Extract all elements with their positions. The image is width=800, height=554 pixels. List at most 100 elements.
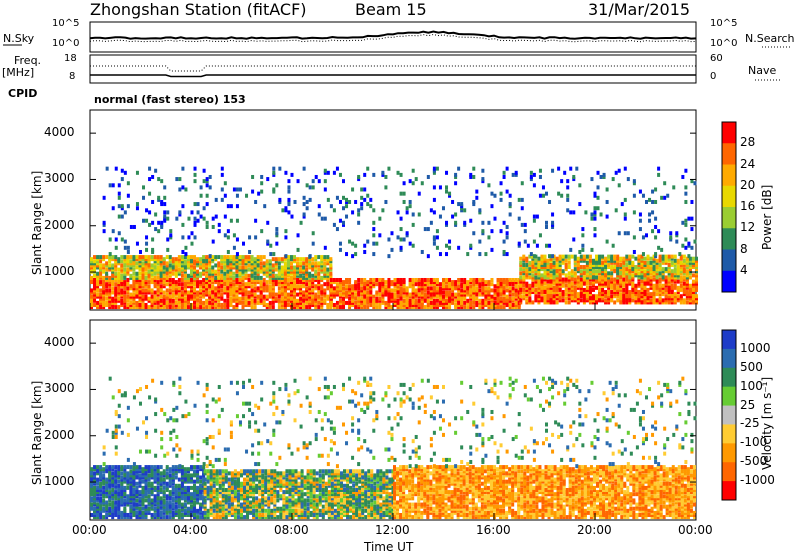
heatmap-cell	[120, 290, 124, 295]
heatmap-cell	[253, 292, 257, 297]
x-axis-label: Time UT	[364, 540, 414, 554]
heatmap-cell	[268, 292, 272, 297]
heatmap-cell	[203, 485, 207, 490]
heatmap-cell	[299, 290, 303, 295]
heatmap-cell	[345, 294, 349, 299]
heatmap-cell	[649, 267, 653, 272]
heatmap-cell	[688, 296, 692, 301]
heatmap-cell	[235, 193, 239, 198]
heatmap-cell	[117, 292, 121, 297]
heatmap-cell	[224, 500, 228, 505]
heatmap-cell	[206, 475, 210, 480]
heatmap-cell	[591, 258, 595, 263]
heatmap-cell	[144, 280, 148, 285]
heatmap-cell	[235, 305, 239, 310]
heatmap-cell	[93, 496, 97, 501]
heatmap-cell	[196, 282, 200, 287]
heatmap-cell	[564, 292, 568, 297]
heatmap-cell	[150, 487, 154, 492]
heatmap-cell	[673, 300, 677, 305]
heatmap-cell	[218, 471, 222, 476]
heatmap-cell	[387, 282, 391, 287]
heatmap-cell	[579, 256, 583, 261]
heatmap-cell	[688, 290, 692, 295]
heatmap-cell	[105, 255, 109, 260]
heatmap-cell	[555, 283, 559, 288]
heatmap-cell	[217, 288, 221, 293]
heatmap-cell	[546, 279, 550, 284]
heatmap-cell	[293, 273, 297, 278]
heatmap-cell	[423, 298, 427, 303]
heatmap-cell	[625, 290, 629, 295]
heatmap-cell	[138, 469, 142, 474]
heatmap-cell	[378, 277, 382, 282]
heatmap-cell	[664, 256, 668, 261]
heatmap-cell	[135, 280, 139, 285]
heatmap-cell	[576, 275, 580, 280]
heatmap-cell	[159, 487, 163, 492]
heatmap-cell	[226, 288, 230, 293]
heatmap-cell	[528, 254, 532, 259]
heatmap-cell	[694, 265, 698, 270]
heatmap-cell	[171, 294, 175, 299]
heatmap-cell	[302, 292, 306, 297]
heatmap-cell	[487, 288, 491, 293]
heatmap-cell	[302, 277, 306, 282]
heatmap-cell	[138, 305, 142, 310]
heatmap-cell	[211, 224, 215, 229]
heatmap-cell	[138, 479, 142, 484]
heatmap-cell	[232, 233, 236, 238]
heatmap-cell	[329, 273, 333, 278]
heatmap-cell	[226, 302, 230, 307]
heatmap-cell	[585, 275, 589, 280]
heatmap-cell	[543, 281, 547, 286]
heatmap-cell	[138, 467, 142, 472]
heatmap-cell	[499, 191, 503, 196]
heatmap-cell	[561, 271, 565, 276]
heatmap-cell	[555, 277, 559, 282]
heatmap-cell	[229, 265, 233, 270]
heatmap-cell	[277, 305, 281, 310]
heatmap-cell	[472, 280, 476, 285]
heatmap-cell	[604, 277, 608, 282]
heatmap-cell	[102, 479, 106, 484]
heatmap-cell	[171, 259, 175, 264]
heatmap-cell	[99, 255, 103, 260]
heatmap-cell	[186, 277, 190, 282]
heatmap-cell	[678, 252, 682, 257]
heatmap-cell	[256, 275, 260, 280]
heatmap-cell	[595, 256, 598, 261]
heatmap-cell	[235, 261, 239, 266]
heatmap-cell	[268, 259, 272, 264]
heatmap-cell	[660, 195, 664, 200]
heatmap-cell	[193, 273, 197, 278]
heatmap-cell	[338, 300, 342, 305]
heatmap-cell	[189, 296, 193, 301]
heatmap-cell	[212, 492, 216, 497]
heatmap-cell	[552, 298, 556, 303]
heatmap-cell	[211, 288, 215, 293]
heatmap-cell	[664, 290, 668, 295]
heatmap-cell	[472, 286, 476, 291]
heatmap-cell	[220, 261, 224, 266]
heatmap-cell	[323, 179, 327, 184]
heatmap-cell	[212, 515, 216, 520]
heatmap-cell	[469, 300, 473, 305]
heatmap-cell	[132, 271, 136, 276]
heatmap-cell	[99, 263, 103, 268]
heatmap-cell	[366, 292, 370, 297]
heatmap-cell	[372, 233, 376, 238]
heatmap-cell	[435, 229, 439, 234]
heatmap-cell	[682, 281, 686, 286]
heatmap-cell	[199, 467, 203, 472]
heatmap-cell	[417, 282, 421, 287]
heatmap-cell	[168, 298, 172, 303]
heatmap-cell	[351, 296, 355, 301]
heatmap-cell	[326, 282, 330, 287]
heatmap-cell	[147, 280, 151, 285]
heatmap-cell	[177, 508, 181, 513]
heatmap-cell	[351, 210, 355, 215]
heatmap-cell	[174, 467, 178, 472]
heatmap-cell	[348, 284, 352, 289]
heatmap-cell	[289, 257, 293, 262]
